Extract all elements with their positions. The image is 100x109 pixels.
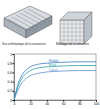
y-tick-label: 1	[10, 53, 12, 57]
x-tick: 60	[62, 100, 66, 106]
x-tick-label: 40	[46, 102, 50, 106]
y-tick-mark	[13, 63, 15, 64]
series-line	[14, 62, 96, 100]
series-label: Calcul	[49, 68, 58, 72]
mesh-line	[60, 36, 84, 37]
y-tick-mark	[13, 91, 15, 92]
y-tick: 0.2	[8, 89, 14, 93]
plot-frame	[14, 54, 96, 100]
y-tick-label: 0.4	[8, 80, 13, 84]
x-tick-label: 100	[94, 102, 100, 106]
x-tick: 20	[29, 100, 33, 106]
y-axis: 0 0.2 0.4 0.6 0.8 1	[8, 53, 15, 103]
x-tick-label: 20	[29, 102, 33, 106]
mesh-side	[84, 12, 92, 44]
mesh-line	[60, 40, 84, 41]
plate-side	[4, 18, 26, 38]
y-tick: 0.8	[8, 62, 14, 66]
series-label: Essai	[49, 63, 57, 67]
y-tick-mark	[13, 72, 15, 73]
y-tick-label: 0.2	[8, 89, 13, 93]
series-line	[14, 66, 96, 101]
plot-area	[14, 62, 96, 100]
y-tick-label: 0.8	[8, 62, 13, 66]
x-tick-label: 80	[78, 102, 82, 106]
mesh-line	[60, 32, 84, 33]
tube	[28, 9, 50, 21]
figure: Vue schématique de la couverture Maillage…	[0, 0, 100, 109]
y-tick: 0.4	[8, 80, 14, 84]
x-axis-line	[15, 101, 97, 102]
x-tick: 100	[94, 100, 100, 106]
x-tick: 40	[46, 100, 50, 106]
x-tick-label: 60	[62, 102, 66, 106]
schematic	[4, 6, 52, 38]
caption: Vue schématique de la couverture	[2, 42, 46, 46]
y-tick: 0	[10, 99, 14, 103]
series-line	[14, 71, 96, 100]
y-tick: 0.6	[8, 71, 14, 75]
y-tick-mark	[13, 100, 15, 101]
mesh	[60, 12, 92, 44]
y-tick-label: 0	[10, 99, 12, 103]
mesh-front	[60, 20, 84, 44]
x-tick-label: 0	[14, 102, 16, 106]
y-tick-mark	[13, 54, 15, 55]
mesh-line	[80, 20, 81, 44]
caption: Maillage de la structure	[56, 42, 89, 46]
y-tick-mark	[13, 82, 15, 83]
y-axis-line	[13, 55, 15, 101]
illustrations	[4, 6, 92, 44]
y-tick: 1	[10, 53, 14, 57]
mesh-line	[76, 20, 77, 44]
x-axis: 0 20 40 60 80 100	[14, 100, 100, 106]
y-tick-label: 0.6	[8, 71, 13, 75]
x-tick: 80	[78, 100, 82, 106]
